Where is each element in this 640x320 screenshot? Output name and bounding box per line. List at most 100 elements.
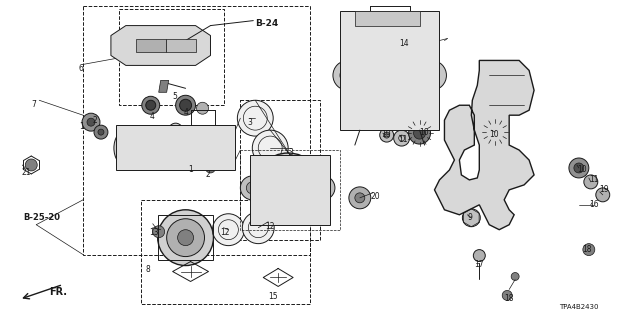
- Circle shape: [311, 176, 335, 200]
- Text: 19: 19: [599, 185, 609, 194]
- Text: 21: 21: [21, 168, 31, 177]
- Ellipse shape: [211, 130, 230, 160]
- Circle shape: [191, 157, 200, 167]
- Text: 3: 3: [288, 148, 293, 157]
- Polygon shape: [435, 60, 534, 230]
- Circle shape: [424, 68, 440, 83]
- Circle shape: [87, 118, 95, 126]
- Circle shape: [243, 212, 274, 244]
- Circle shape: [481, 192, 497, 208]
- Circle shape: [82, 113, 100, 131]
- Circle shape: [317, 182, 329, 194]
- Circle shape: [380, 128, 394, 142]
- Text: B-24: B-24: [255, 19, 278, 28]
- Circle shape: [253, 153, 323, 223]
- Text: 9: 9: [467, 213, 472, 222]
- Text: 2: 2: [205, 170, 211, 179]
- Text: 15: 15: [268, 292, 278, 301]
- Text: 12: 12: [265, 222, 275, 231]
- Circle shape: [583, 244, 595, 256]
- Circle shape: [484, 121, 506, 143]
- Circle shape: [348, 34, 431, 117]
- Polygon shape: [159, 80, 169, 92]
- Polygon shape: [250, 155, 330, 225]
- Text: 19: 19: [381, 130, 390, 139]
- Circle shape: [569, 158, 589, 178]
- Text: 2: 2: [93, 116, 98, 125]
- Circle shape: [584, 175, 598, 189]
- Text: 16: 16: [589, 200, 598, 209]
- Text: 7: 7: [31, 100, 36, 109]
- Circle shape: [151, 51, 161, 60]
- Ellipse shape: [214, 135, 227, 155]
- Circle shape: [384, 132, 390, 138]
- Text: 18: 18: [504, 294, 514, 303]
- Ellipse shape: [114, 130, 138, 166]
- Circle shape: [355, 193, 365, 203]
- Circle shape: [26, 159, 37, 171]
- Text: TPA4B2430: TPA4B2430: [559, 304, 598, 310]
- Text: 1: 1: [79, 122, 84, 131]
- Text: 14: 14: [399, 38, 409, 48]
- Text: FR.: FR.: [49, 287, 67, 298]
- Polygon shape: [166, 38, 196, 52]
- Circle shape: [94, 125, 108, 139]
- Ellipse shape: [170, 128, 182, 148]
- Text: 10: 10: [577, 165, 586, 174]
- Circle shape: [596, 188, 610, 202]
- Text: 12: 12: [220, 228, 230, 237]
- Text: 11: 11: [589, 175, 598, 184]
- Circle shape: [142, 96, 160, 114]
- Text: 4: 4: [184, 108, 188, 117]
- Circle shape: [462, 209, 480, 227]
- Ellipse shape: [166, 123, 186, 153]
- Circle shape: [196, 102, 209, 114]
- Circle shape: [492, 78, 516, 102]
- Text: 10: 10: [420, 128, 429, 137]
- Circle shape: [166, 219, 205, 257]
- Circle shape: [394, 130, 410, 146]
- Text: B-25-20: B-25-20: [23, 213, 60, 222]
- Text: 3: 3: [247, 118, 252, 127]
- Circle shape: [413, 127, 426, 139]
- Circle shape: [205, 163, 216, 173]
- Circle shape: [123, 37, 139, 53]
- Circle shape: [408, 122, 431, 144]
- Circle shape: [349, 187, 371, 209]
- Circle shape: [360, 45, 420, 105]
- Text: 1: 1: [189, 165, 193, 174]
- Circle shape: [171, 51, 180, 60]
- Circle shape: [333, 60, 363, 90]
- Text: 5: 5: [173, 92, 177, 101]
- Circle shape: [479, 165, 499, 185]
- Circle shape: [266, 166, 310, 210]
- Polygon shape: [116, 125, 236, 170]
- Ellipse shape: [118, 136, 134, 160]
- Circle shape: [241, 176, 264, 200]
- Circle shape: [153, 226, 164, 238]
- Circle shape: [381, 68, 397, 83]
- Text: 6: 6: [78, 64, 83, 73]
- Bar: [119, 9, 225, 105]
- Circle shape: [474, 250, 485, 261]
- Polygon shape: [136, 38, 166, 52]
- Circle shape: [502, 291, 512, 300]
- Text: 13: 13: [148, 228, 158, 237]
- Circle shape: [372, 58, 408, 93]
- Polygon shape: [340, 11, 440, 130]
- Bar: [83, 6, 310, 255]
- Circle shape: [237, 100, 273, 136]
- Text: 8: 8: [146, 265, 150, 274]
- Text: 20: 20: [371, 192, 380, 201]
- Text: 4: 4: [150, 112, 155, 121]
- Circle shape: [157, 210, 214, 266]
- Circle shape: [98, 129, 104, 135]
- Polygon shape: [111, 26, 211, 65]
- Bar: [141, 200, 310, 304]
- Bar: [241, 100, 320, 240]
- Circle shape: [278, 178, 298, 198]
- Circle shape: [340, 68, 356, 83]
- Circle shape: [175, 95, 196, 115]
- Circle shape: [489, 126, 501, 138]
- Circle shape: [417, 60, 447, 90]
